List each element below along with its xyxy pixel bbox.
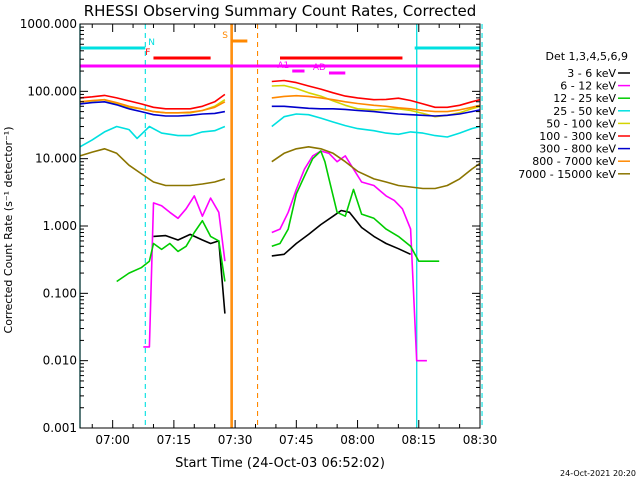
legend-entry-label: 6 - 12 keV: [560, 80, 616, 93]
footer-date: 24-Oct-2021 20:20: [560, 469, 636, 478]
legend-entry-label: 800 - 7000 keV: [532, 155, 616, 168]
plot-frame: [79, 23, 481, 429]
legend-entry-label: 100 - 300 keV: [539, 130, 616, 143]
legend-entry-label: 7000 - 15000 keV: [518, 168, 616, 181]
series-line-7: [79, 94, 481, 114]
chart-title: RHESSI Observing Summary Count Rates, Co…: [84, 2, 477, 20]
y-tick-label: 10.000: [35, 152, 77, 166]
legend-entry-label: 25 - 50 keV: [553, 105, 616, 118]
legend-title: Det 1,3,4,5,6,9: [545, 50, 628, 63]
y-tick-label: 100.000: [27, 84, 77, 98]
flag-label-2: F: [145, 48, 150, 58]
y-tick-label: 0.010: [43, 354, 77, 368]
flag-label-5: A1: [277, 61, 289, 71]
x-axis-label: Start Time (24-Oct-03 06:52:02): [175, 456, 385, 471]
x-tick-label: 08:30: [463, 433, 498, 447]
series-line-0: [153, 209, 411, 314]
y-axis-label: Corrected Count Rate (s⁻¹ detector⁻¹): [2, 127, 15, 334]
x-tick-label: 07:15: [157, 433, 192, 447]
x-tick-label: 07:45: [279, 433, 314, 447]
flag-label-4: AD: [313, 63, 326, 73]
legend-entry-label: 50 - 100 keV: [546, 117, 616, 130]
x-tick-label: 08:00: [340, 433, 375, 447]
flag-label-0: N: [148, 38, 155, 48]
series-line-3: [79, 113, 481, 148]
x-tick-label: 08:15: [401, 433, 436, 447]
y-tick-label: 1.000: [43, 219, 77, 233]
legend-entry-label: 12 - 25 keV: [553, 92, 616, 105]
x-tick-label: 07:00: [95, 433, 130, 447]
series-line-6: [79, 101, 481, 117]
legend-entry-label: 3 - 6 keV: [567, 67, 616, 80]
flag-label-1: S: [222, 31, 228, 41]
series-line-2: [116, 150, 440, 283]
y-tick-label: 1000.000: [20, 17, 77, 31]
y-tick-label: 0.100: [43, 286, 77, 300]
y-tick-label: 0.001: [43, 421, 77, 435]
legend-entry-label: 300 - 800 keV: [539, 143, 616, 156]
series-line-8: [79, 146, 481, 190]
series-line-1: [143, 150, 427, 362]
x-tick-label: 07:30: [218, 433, 253, 447]
series-line-5: [79, 79, 481, 110]
